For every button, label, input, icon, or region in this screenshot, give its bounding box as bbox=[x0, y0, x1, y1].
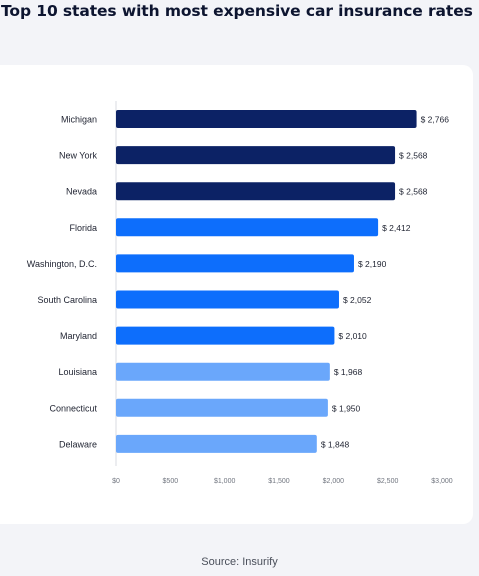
x-tick-label: $2,500 bbox=[377, 478, 399, 485]
bar bbox=[116, 290, 339, 309]
chart-card: Michigan $ 2,766 New York $ 2,568 Nevada $ 2,… bbox=[0, 65, 473, 524]
bar bbox=[116, 362, 330, 381]
value-label: $ 1,950 bbox=[332, 403, 361, 413]
value-label: $ 2,190 bbox=[358, 259, 387, 269]
category-label: Louisiana bbox=[58, 367, 97, 377]
x-tick-label: $1,500 bbox=[268, 478, 290, 485]
x-tick-label: $500 bbox=[163, 478, 179, 485]
category-label: Delaware bbox=[59, 439, 97, 449]
bar bbox=[116, 434, 317, 453]
bar bbox=[116, 182, 396, 201]
bar bbox=[116, 110, 417, 128]
value-label: $ 2,766 bbox=[421, 115, 450, 125]
chart-title: Top 10 states with most expensive car in… bbox=[1, 2, 473, 20]
source-note: Source: Insurify bbox=[201, 556, 278, 568]
value-label: $ 2,010 bbox=[338, 331, 367, 341]
value-label: $ 2,568 bbox=[399, 151, 428, 161]
category-label: Connecticut bbox=[49, 403, 97, 413]
bar bbox=[116, 326, 335, 345]
x-tick-label: $3,000 bbox=[431, 478, 453, 485]
category-label: Michigan bbox=[61, 115, 97, 125]
x-tick-label: $1,000 bbox=[214, 478, 236, 485]
bar-chart: Michigan $ 2,766 New York $ 2,568 Nevada $ 2,… bbox=[27, 101, 453, 485]
category-label: Nevada bbox=[66, 187, 97, 197]
value-label: $ 1,968 bbox=[334, 367, 363, 377]
category-label: Maryland bbox=[60, 331, 97, 341]
bar bbox=[116, 254, 354, 273]
category-label: New York bbox=[59, 151, 98, 161]
x-tick-label: $2,000 bbox=[323, 478, 345, 485]
bar bbox=[116, 398, 328, 417]
bar bbox=[116, 218, 379, 237]
value-label: $ 2,568 bbox=[399, 187, 428, 197]
value-label: $ 1,848 bbox=[321, 439, 350, 449]
bar bbox=[116, 146, 396, 165]
value-label: $ 2,412 bbox=[382, 223, 411, 233]
x-tick-label: $0 bbox=[112, 478, 120, 485]
category-label: Florida bbox=[69, 223, 97, 233]
value-label: $ 2,052 bbox=[343, 295, 372, 305]
category-label: Washington, D.C. bbox=[27, 259, 97, 269]
category-label: South Carolina bbox=[37, 295, 97, 305]
